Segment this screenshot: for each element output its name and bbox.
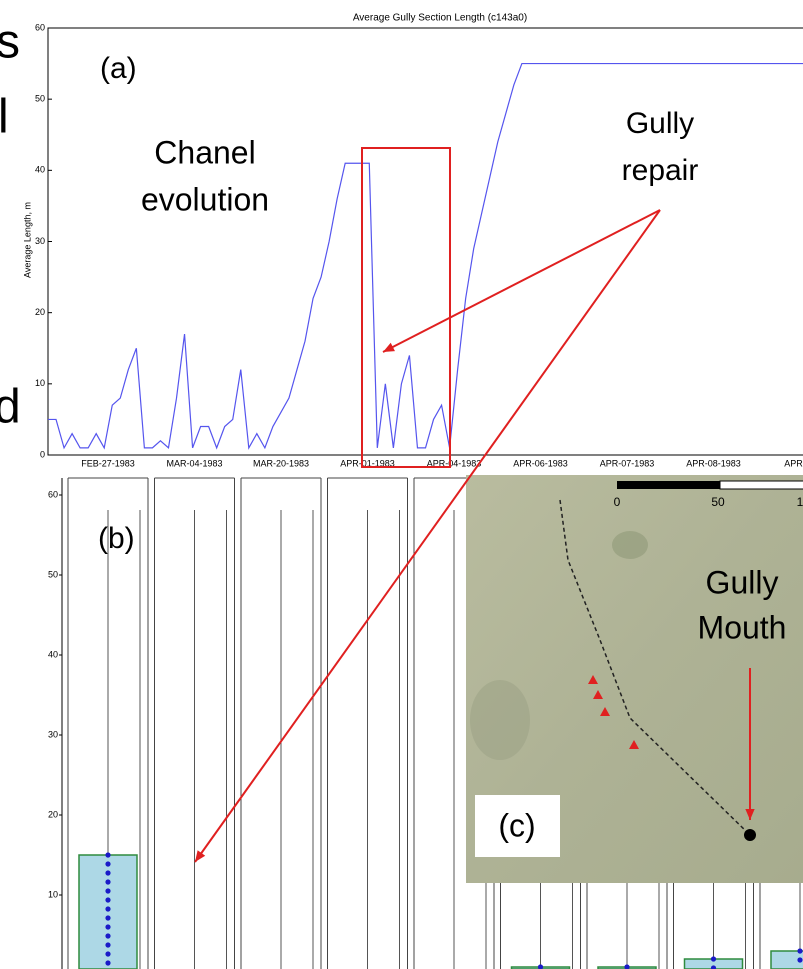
photo-patch xyxy=(470,680,530,760)
scale-label: 1 xyxy=(797,495,803,509)
y-tick-label: 50 xyxy=(48,569,58,579)
node-dot xyxy=(105,852,110,857)
gully-mouth xyxy=(744,829,756,841)
node-dot xyxy=(105,906,110,911)
y-tick-label: 50 xyxy=(35,94,45,104)
node-dot xyxy=(797,948,802,953)
panel-date: MAR-04-1983 xyxy=(166,458,222,468)
annotation: Chanel xyxy=(154,134,255,170)
node-dot xyxy=(711,956,716,961)
panel-date: APR-06-1983 xyxy=(513,458,568,468)
annotation: (b) xyxy=(98,522,135,555)
arrow xyxy=(383,210,660,352)
y-tick-label: 60 xyxy=(35,22,45,32)
side-text: s xyxy=(0,16,20,69)
panel-date: APR-13 xyxy=(784,458,803,468)
panel-date: APR-08-1983 xyxy=(686,458,741,468)
node-dot xyxy=(105,861,110,866)
annotation: Gully xyxy=(706,564,779,600)
node-dot xyxy=(105,915,110,920)
panel-date: APR-07-1983 xyxy=(600,458,655,468)
node-dot xyxy=(797,957,802,962)
y-tick-label: 10 xyxy=(48,889,58,899)
y-tick-label: 40 xyxy=(48,649,58,659)
node-dot xyxy=(105,942,110,947)
node-dot xyxy=(105,960,110,965)
scale-label: 50 xyxy=(711,495,725,509)
y-tick-label: 10 xyxy=(35,378,45,388)
side-text: d xyxy=(0,381,21,434)
arrow-head xyxy=(195,850,205,862)
scale-label: 0 xyxy=(614,495,621,509)
photo-patch xyxy=(612,531,648,559)
y-tick-label: 30 xyxy=(35,236,45,246)
panel-date: FEB-27-1983 xyxy=(81,458,135,468)
annotation: repair xyxy=(622,154,699,187)
scale-bar xyxy=(720,481,803,489)
node-dot xyxy=(105,888,110,893)
highlight-box xyxy=(362,148,450,467)
panel-label: (c) xyxy=(498,807,535,843)
node-dot xyxy=(105,924,110,929)
y-tick-label: 0 xyxy=(40,449,45,459)
plot-frame xyxy=(48,28,803,455)
figure: sl d Average Gully Section Length (c143a0)… xyxy=(0,0,803,969)
annotation: (a) xyxy=(100,52,137,85)
node-dot xyxy=(105,897,110,902)
node-dot xyxy=(105,870,110,875)
node-dot xyxy=(105,951,110,956)
annotation: Mouth xyxy=(698,609,787,645)
y-tick-label: 20 xyxy=(35,307,45,317)
annotation: evolution xyxy=(141,181,269,217)
node-dot xyxy=(624,964,629,969)
panel-date: MAR-20-1983 xyxy=(253,458,309,468)
chart-title: Average Gully Section Length (c143a0) xyxy=(353,13,527,24)
node-dot xyxy=(538,964,543,969)
y-tick-label: 30 xyxy=(48,729,58,739)
node-dot xyxy=(105,879,110,884)
annotation: Gully xyxy=(626,107,694,140)
y-tick-label: 20 xyxy=(48,809,58,819)
node-dot xyxy=(105,933,110,938)
scale-bar xyxy=(617,481,720,489)
y-tick-label: 60 xyxy=(48,489,58,499)
y-tick-label: 40 xyxy=(35,165,45,175)
y-axis-label: Average Length, m xyxy=(22,202,32,278)
side-text: l xyxy=(0,91,9,144)
